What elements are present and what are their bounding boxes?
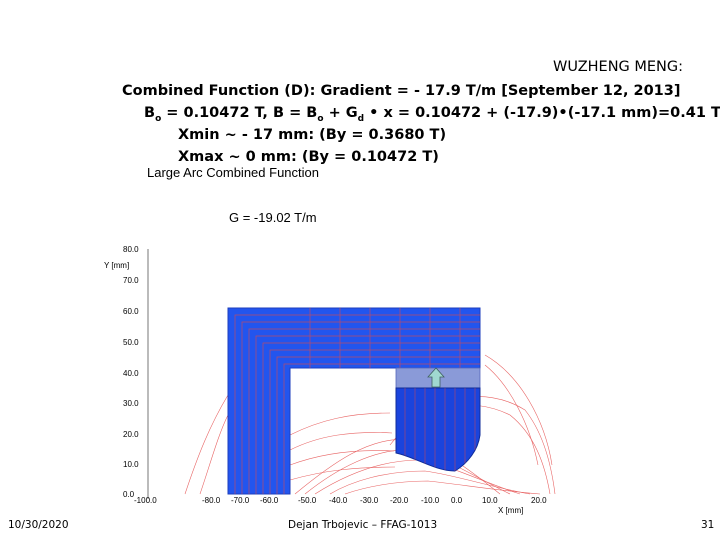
steel-yoke [227,307,481,495]
x-tick-label: -10.0 [421,496,440,505]
header-line-2-b: B [144,105,156,121]
x-tick-label: -80.0 [202,496,221,505]
y-axis-label: Y [mm] [104,261,129,270]
x-tick-label: -50.0 [298,496,317,505]
author-label: WUZHENG MENG: [553,59,684,75]
x-tick-label: -100.0 [134,496,157,505]
y-tick-label: 60.0 [123,307,139,316]
header-line-2-sub-o2: o [317,113,324,124]
y-tick-label: 40.0 [123,369,139,378]
y-tick-label: 0.0 [123,490,135,499]
field-direction-arrow [427,367,445,388]
gradient-label: G = -19.02 T/m [229,210,317,225]
header-line-2: Bo = 0.10472 T, B = Bo + Gd • x = 0.1047… [144,105,720,124]
x-tick-label: 10.0 [482,496,498,505]
x-axis-label: X [mm] [498,506,523,515]
x-tick-label: 20.0 [531,496,547,505]
x-tick-label: -70.0 [231,496,250,505]
header-line-2-e: • x = 0.10472 + (-17.9)•(-17.1 mm)=0.41 … [364,105,720,121]
field-lines-pole [404,388,476,471]
y-tick-labels: 80.0 70.0 60.0 50.0 40.0 30.0 20.0 10.0 0.0 [123,245,139,499]
x-tick-labels: -100.0 -80.0 -70.0 -60.0 -50.0 -40.0 -30.0 -20.… [134,496,547,505]
footer-page-number: 31 [701,519,715,531]
header-line-1: Combined Function (D): Gradient = - 17.9… [122,83,681,99]
y-tick-label: 20.0 [123,430,139,439]
x-tick-label: -30.0 [360,496,379,505]
header-line-4: Xmax ~ 0 mm: (By = 0.10472 T) [178,149,439,165]
y-tick-label: 30.0 [123,399,139,408]
header-line-2-sub-d: d [357,113,365,124]
header-line-2-a: = 0.10472 T, B = B [161,105,318,121]
header-line-2-sub-o: o [155,113,162,124]
y-tick-label: 50.0 [123,338,139,347]
y-tick-label: 70.0 [123,276,139,285]
header-line-2-c: + G [323,105,358,121]
field-lines-yoke [234,308,480,494]
y-tick-label: 80.0 [123,245,139,254]
x-tick-label: -60.0 [260,496,279,505]
magnet-field-plot: Y [mm] 80.0 70.0 60.0 50.0 40.0 30.0 20.0 10.0 0… [104,245,556,515]
footer-presenter: Dejan Trbojevic – FFAG-1013 [288,519,438,531]
x-tick-label: 0.0 [451,496,463,505]
pole-piece [395,387,481,472]
header-line-3: Xmin ~ - 17 mm: (By = 0.3680 T) [178,127,447,143]
footer-date: 10/30/2020 [8,519,69,531]
x-tick-label: -40.0 [329,496,348,505]
plot-title: Large Arc Combined Function [147,165,319,180]
x-tick-label: -20.0 [390,496,409,505]
y-tick-label: 10.0 [123,460,139,469]
